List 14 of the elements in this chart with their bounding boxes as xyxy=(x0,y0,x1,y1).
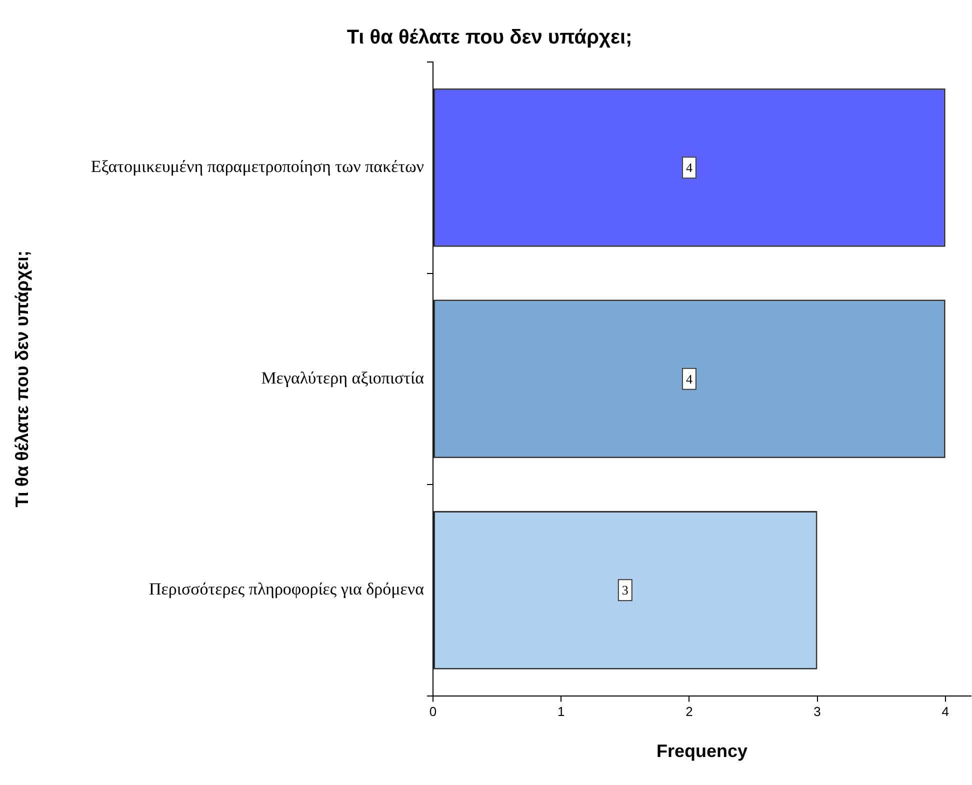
y-tick-label: Περισσότερες πληροφορίες για δρόμενα xyxy=(149,580,424,599)
x-tick-label: 3 xyxy=(814,704,821,720)
chart-title: Τι θα θέλατε που δεν υπάρχει; xyxy=(346,26,632,49)
x-tick-label: 1 xyxy=(557,704,565,720)
x-tick-label: 4 xyxy=(942,704,949,720)
y-axis-title: Τι θα θέλατε που δεν υπάρχει; xyxy=(12,250,32,508)
y-tick-label: Εξατομικευμένη παραμετροποίηση των πακέτων xyxy=(90,157,424,176)
data-label: 4 xyxy=(686,371,693,386)
data-label: 4 xyxy=(686,160,693,176)
y-tick-label: Μεγαλύτερη αξιοπιστία xyxy=(261,368,424,388)
x-axis-title: Frequency xyxy=(656,741,748,762)
data-label: 3 xyxy=(622,582,628,598)
x-tick-label: 0 xyxy=(429,704,437,720)
x-tick-label: 2 xyxy=(686,704,693,720)
